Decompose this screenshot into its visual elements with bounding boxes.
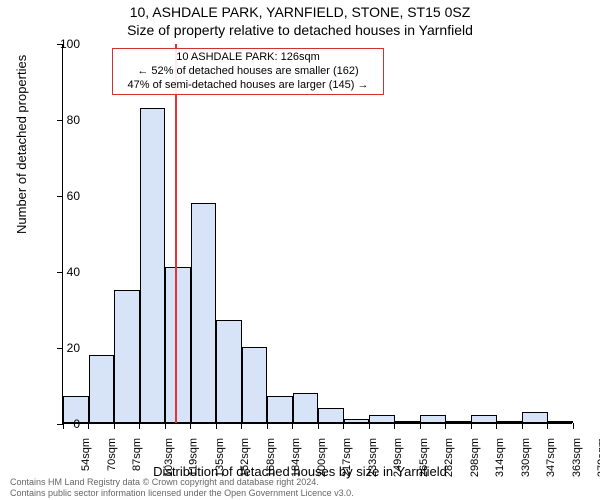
histogram-bar <box>242 347 268 423</box>
x-tick-label: 87sqm <box>131 438 143 471</box>
histogram-bar <box>267 396 293 423</box>
x-tick <box>420 423 421 429</box>
x-tick-label: 70sqm <box>106 438 118 471</box>
chart-plot-area <box>62 44 572 424</box>
histogram-bar <box>522 412 548 423</box>
y-tick-label: 100 <box>50 37 80 51</box>
histogram-bar <box>293 393 319 423</box>
annotation-line-2: ← 52% of detached houses are smaller (16… <box>119 65 377 79</box>
x-tick <box>114 423 115 429</box>
y-tick-label: 40 <box>50 265 80 279</box>
x-tick <box>573 423 574 429</box>
x-tick-label: 233sqm <box>367 438 379 477</box>
x-tick-label: 200sqm <box>316 438 328 477</box>
reference-line <box>175 44 177 423</box>
x-tick <box>241 423 242 429</box>
x-tick-label: 347sqm <box>545 438 557 477</box>
x-tick <box>267 423 268 429</box>
x-tick <box>496 423 497 429</box>
histogram-bar <box>318 408 344 423</box>
x-tick <box>445 423 446 429</box>
footer-line-2: Contains public sector information licen… <box>10 488 354 498</box>
x-tick <box>343 423 344 429</box>
x-tick <box>190 423 191 429</box>
annotation-line-3: 47% of semi-detached houses are larger (… <box>119 79 377 93</box>
x-tick-label: 135sqm <box>214 438 226 477</box>
histogram-bar <box>140 108 166 423</box>
x-tick-label: 184sqm <box>290 438 302 477</box>
chart-subtitle: Size of property relative to detached ho… <box>0 22 600 38</box>
x-tick <box>547 423 548 429</box>
histogram-bar <box>497 421 523 423</box>
x-tick-label: 314sqm <box>494 438 506 477</box>
x-tick <box>292 423 293 429</box>
histogram-bar <box>344 419 370 423</box>
x-tick-label: 330sqm <box>520 438 532 477</box>
x-tick-label: 152sqm <box>239 438 251 477</box>
x-tick-label: 379sqm <box>596 438 600 477</box>
histogram-bar <box>89 355 115 423</box>
x-tick <box>139 423 140 429</box>
x-tick-label: 217sqm <box>341 438 353 477</box>
y-axis-label: Number of detached properties <box>14 55 29 234</box>
x-tick-label: 119sqm <box>187 438 199 476</box>
x-tick <box>318 423 319 429</box>
x-tick <box>471 423 472 429</box>
x-tick <box>165 423 166 429</box>
histogram-bar <box>548 421 574 423</box>
histogram-bar <box>191 203 217 423</box>
x-tick <box>394 423 395 429</box>
histogram-bar <box>446 421 472 423</box>
x-tick <box>88 423 89 429</box>
histogram-bar <box>395 421 421 423</box>
x-tick <box>369 423 370 429</box>
x-tick-label: 103sqm <box>163 438 175 477</box>
annotation-line-1: 10 ASHDALE PARK: 126sqm <box>119 51 377 65</box>
x-tick <box>522 423 523 429</box>
footer-line-1: Contains HM Land Registry data © Crown c… <box>10 477 354 487</box>
histogram-bar <box>420 415 446 423</box>
address-title: 10, ASHDALE PARK, YARNFIELD, STONE, ST15… <box>0 4 600 20</box>
x-tick-label: 249sqm <box>392 438 404 477</box>
x-tick-label: 282sqm <box>443 438 455 477</box>
y-tick-label: 60 <box>50 189 80 203</box>
histogram-bar <box>369 415 395 423</box>
histogram-bar <box>165 267 191 423</box>
x-tick-label: 54sqm <box>80 438 92 471</box>
y-tick-label: 80 <box>50 113 80 127</box>
x-tick-label: 363sqm <box>571 438 583 477</box>
histogram-bar <box>114 290 140 423</box>
histogram-bar <box>216 320 242 423</box>
y-tick-label: 20 <box>50 341 80 355</box>
x-tick <box>216 423 217 429</box>
footer-credits: Contains HM Land Registry data © Crown c… <box>10 477 354 498</box>
x-tick-label: 298sqm <box>469 438 481 477</box>
histogram-bar <box>471 415 497 423</box>
x-tick-label: 168sqm <box>265 438 277 477</box>
annotation-box: 10 ASHDALE PARK: 126sqm ← 52% of detache… <box>112 48 384 95</box>
x-tick-label: 265sqm <box>418 438 430 477</box>
y-tick-label: 0 <box>50 417 80 431</box>
